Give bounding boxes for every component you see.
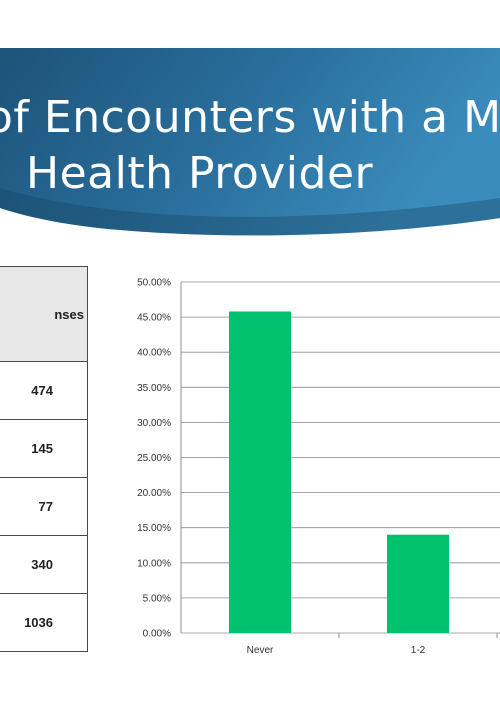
- x-tick-label: Never: [247, 645, 274, 656]
- table-cell: 340: [0, 535, 88, 594]
- y-tick-label: 30.00%: [137, 418, 171, 429]
- y-tick-label: 45.00%: [137, 313, 171, 324]
- table-cell: 474: [0, 361, 88, 420]
- table-header-row: nses: [0, 266, 88, 362]
- y-tick-label: 35.00%: [137, 383, 171, 394]
- table-cell: 77: [0, 477, 88, 536]
- y-tick-label: 25.00%: [137, 453, 171, 464]
- y-tick-label: 15.00%: [137, 523, 171, 534]
- slide-title-line-2: Health Provider: [26, 148, 374, 199]
- table-cell: 1036: [0, 593, 88, 652]
- table-row: 1036: [0, 593, 88, 652]
- y-tick-label: 5.00%: [143, 593, 171, 604]
- bar: [387, 534, 449, 633]
- table-cell: 145: [0, 419, 88, 478]
- y-tick-label: 10.00%: [137, 558, 171, 569]
- table-header-cell: nses: [0, 266, 88, 362]
- table-row: 145: [0, 419, 88, 478]
- bar: [229, 311, 291, 633]
- title-banner: of Encounters with a M Health Provider: [0, 48, 500, 238]
- y-tick-label: 0.00%: [143, 629, 171, 640]
- slide-title-line-1: of Encounters with a M: [0, 92, 500, 143]
- x-tick-label: 1-2: [411, 645, 426, 656]
- table-row: 77: [0, 477, 88, 536]
- y-tick-label: 50.00%: [137, 278, 171, 289]
- banner-background: [0, 48, 500, 236]
- y-tick-label: 40.00%: [137, 348, 171, 359]
- table-row: 474: [0, 361, 88, 420]
- table-row: 340: [0, 535, 88, 594]
- y-tick-label: 20.00%: [137, 488, 171, 499]
- responses-table: nses 474 145 77 340 1036: [0, 266, 88, 652]
